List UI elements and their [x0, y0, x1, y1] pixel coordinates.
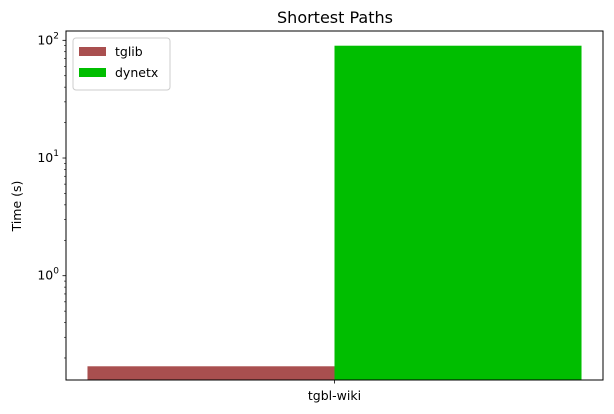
- legend-swatch-tglib: [79, 47, 106, 56]
- x-tick-label: tgbl-wiki: [308, 388, 361, 403]
- y-tick-label: 100: [37, 267, 59, 283]
- bars-group: [87, 45, 582, 381]
- legend: tglib dynetx: [72, 37, 171, 91]
- bar-dynetx-tgbl-wiki: [334, 45, 582, 381]
- legend-label-dynetx: dynetx: [115, 65, 158, 80]
- y-axis-label: Time (s): [9, 181, 24, 233]
- plot-frame: [65, 30, 604, 381]
- chart-title: Shortest Paths: [277, 8, 393, 27]
- y-tick-label: 102: [37, 31, 59, 47]
- y-tick-label: 101: [37, 149, 59, 165]
- legend-swatch-dynetx: [79, 68, 106, 77]
- legend-label-tglib: tglib: [115, 44, 143, 59]
- x-axis-ticks: tgbl-wiki: [308, 380, 361, 403]
- bar-tglib-tgbl-wiki: [87, 366, 335, 380]
- y-axis-ticks: 100 101 102: [37, 31, 66, 359]
